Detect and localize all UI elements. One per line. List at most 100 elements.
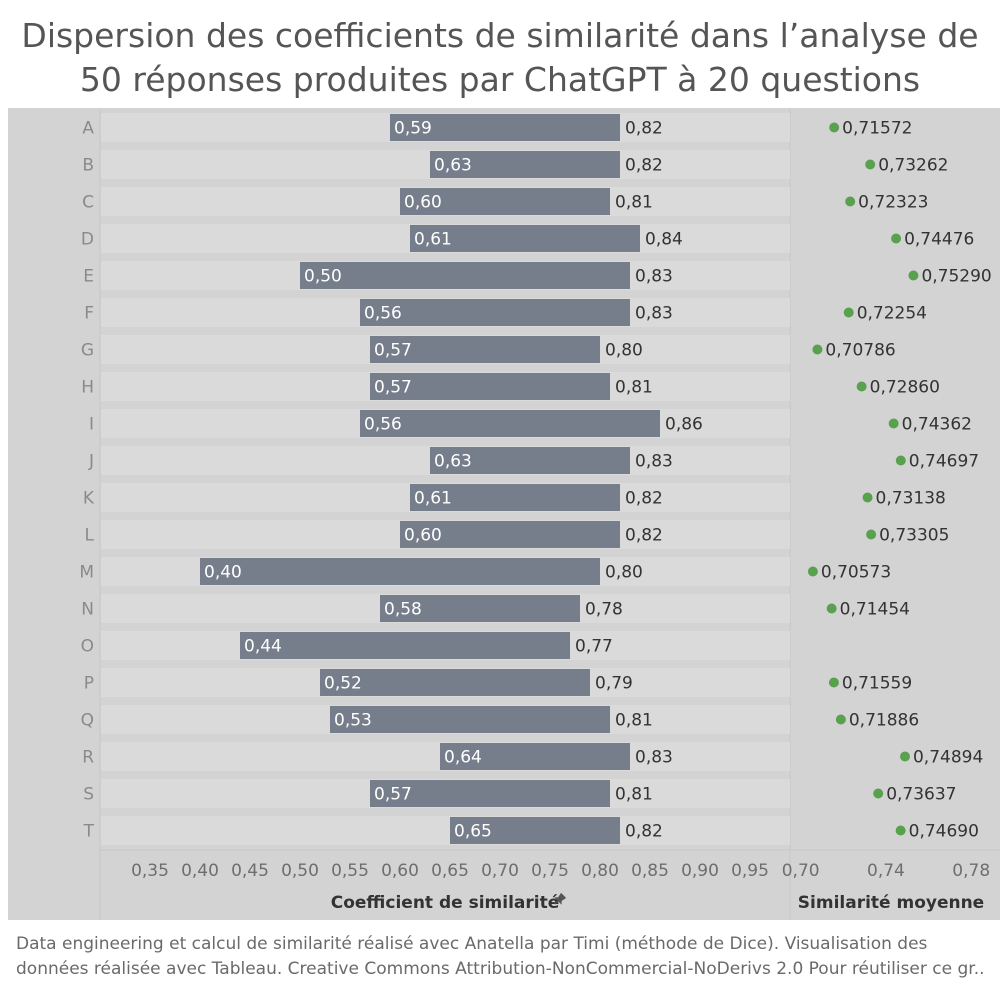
range-bar xyxy=(400,521,620,548)
bar-max-label: 0,83 xyxy=(635,748,673,768)
mean-dot-label: 0,73637 xyxy=(886,785,956,805)
bar-min-label: 0,60 xyxy=(404,526,442,546)
mean-dot xyxy=(895,825,906,836)
bar-min-label: 0,52 xyxy=(324,674,362,694)
x-tick-label: 0,60 xyxy=(381,861,419,881)
range-bar xyxy=(240,632,570,659)
bar-max-label: 0,77 xyxy=(575,637,613,657)
bar-max-label: 0,81 xyxy=(615,785,653,805)
category-label: J xyxy=(88,452,94,472)
category-label: O xyxy=(81,637,94,657)
mean-dot xyxy=(826,603,837,614)
mean-dot xyxy=(829,122,840,133)
mean-dot-label: 0,73305 xyxy=(879,526,949,546)
range-bar xyxy=(440,743,630,770)
bar-max-label: 0,82 xyxy=(625,156,663,176)
mean-dot-label: 0,73138 xyxy=(876,489,946,509)
x-tick-label: 0,95 xyxy=(731,861,769,881)
chart-title: Dispersion des coefficients de similarit… xyxy=(0,14,1000,102)
mean-dot-label: 0,74476 xyxy=(904,230,974,250)
x-tick-label: 0,40 xyxy=(181,861,219,881)
range-bar xyxy=(360,299,630,326)
mean-dot xyxy=(807,566,818,577)
mean-dot xyxy=(862,492,873,503)
range-bar xyxy=(390,114,620,141)
bar-min-label: 0,50 xyxy=(304,267,342,287)
mean-dot xyxy=(895,455,906,466)
x-tick-label: 0,74 xyxy=(867,861,905,881)
chart-title-line-2: 50 réponses produites par ChatGPT à 20 q… xyxy=(79,60,921,99)
bar-min-label: 0,56 xyxy=(364,304,402,324)
mean-dot xyxy=(865,159,876,170)
x-axis-title: Similarité moyenne xyxy=(798,893,984,913)
bar-max-label: 0,83 xyxy=(635,304,673,324)
mean-dot-label: 0,74690 xyxy=(909,822,979,842)
mean-dot xyxy=(866,529,877,540)
x-tick-label: 0,75 xyxy=(531,861,569,881)
category-label: E xyxy=(83,267,94,287)
bar-min-label: 0,60 xyxy=(404,193,442,213)
x-tick-label: 0,90 xyxy=(681,861,719,881)
bar-max-label: 0,81 xyxy=(615,193,653,213)
footer-line-2: données réalisée avec Tableau. Creative … xyxy=(16,959,985,979)
category-label: I xyxy=(89,415,94,435)
x-tick-label: 0,50 xyxy=(281,861,319,881)
x-tick-label: 0,70 xyxy=(782,861,820,881)
bar-min-label: 0,44 xyxy=(244,637,282,657)
category-label: M xyxy=(79,563,94,583)
bar-max-label: 0,82 xyxy=(625,119,663,139)
range-bar xyxy=(360,410,660,437)
category-label: C xyxy=(82,193,94,213)
category-label: L xyxy=(85,526,95,546)
range-bar xyxy=(380,595,580,622)
mean-dot xyxy=(843,307,854,318)
x-tick-label: 0,35 xyxy=(131,861,169,881)
bar-max-label: 0,82 xyxy=(625,822,663,842)
mean-dot-label: 0,71572 xyxy=(842,119,912,139)
x-tick-label: 0,45 xyxy=(231,861,269,881)
range-bar xyxy=(200,558,600,585)
mean-dot-label: 0,71454 xyxy=(840,600,910,620)
bar-min-label: 0,57 xyxy=(374,785,412,805)
mean-dot-label: 0,75290 xyxy=(921,267,991,287)
mean-dot xyxy=(908,270,919,281)
bar-max-label: 0,81 xyxy=(615,378,653,398)
bar-max-label: 0,82 xyxy=(625,526,663,546)
bar-min-label: 0,59 xyxy=(394,119,432,139)
bar-max-label: 0,81 xyxy=(615,711,653,731)
range-bar xyxy=(410,225,640,252)
row-band xyxy=(101,816,790,845)
bar-min-label: 0,63 xyxy=(434,156,472,176)
x-axis-title: Coefficient de similarité xyxy=(331,893,560,913)
mean-dot xyxy=(812,344,823,355)
bar-min-label: 0,56 xyxy=(364,415,402,435)
footer-line-1: Data engineering et calcul de similarité… xyxy=(16,934,928,954)
mean-dot-label: 0,70786 xyxy=(825,341,895,361)
mean-dot-label: 0,74362 xyxy=(902,415,972,435)
bar-max-label: 0,83 xyxy=(635,267,673,287)
bar-min-label: 0,57 xyxy=(374,341,412,361)
bar-max-label: 0,79 xyxy=(595,674,633,694)
mean-dot xyxy=(856,381,867,392)
category-label: B xyxy=(82,156,94,176)
mean-dot xyxy=(888,418,899,429)
category-label: S xyxy=(83,785,94,805)
mean-dot-label: 0,73262 xyxy=(878,156,948,176)
mean-dot xyxy=(891,233,902,244)
bar-max-label: 0,86 xyxy=(665,415,703,435)
x-tick-label: 0,65 xyxy=(431,861,469,881)
mean-dot-label: 0,71559 xyxy=(842,674,912,694)
x-tick-label: 0,70 xyxy=(481,861,519,881)
mean-dot-label: 0,71886 xyxy=(849,711,919,731)
mean-dot-label: 0,72323 xyxy=(858,193,928,213)
bar-min-label: 0,64 xyxy=(444,748,482,768)
category-label: K xyxy=(83,489,95,509)
range-bar xyxy=(330,706,610,733)
category-label: T xyxy=(83,822,95,842)
mean-dot xyxy=(828,677,839,688)
category-label: H xyxy=(81,378,94,398)
pin-icon xyxy=(554,892,567,905)
mean-dot xyxy=(899,751,910,762)
range-bar xyxy=(400,188,610,215)
bar-max-label: 0,83 xyxy=(635,452,673,472)
